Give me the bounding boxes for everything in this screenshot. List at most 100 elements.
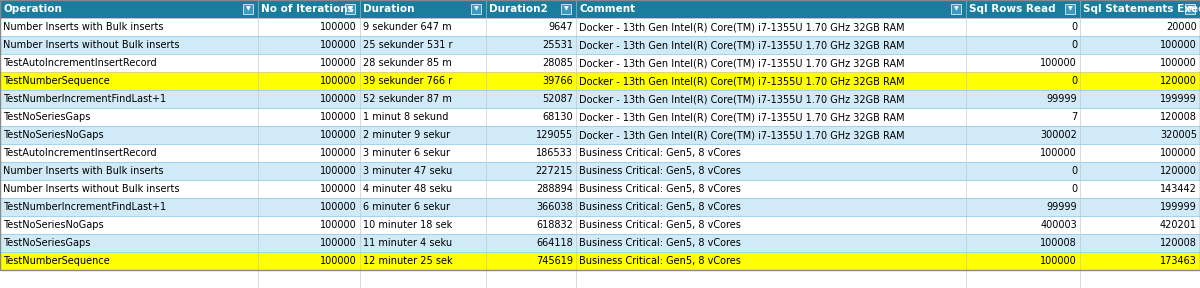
Text: Number Inserts with Bulk inserts: Number Inserts with Bulk inserts [2,22,163,32]
Bar [1186,4,1195,14]
Text: ▼: ▼ [474,7,479,12]
Text: 25 sekunder 531 r: 25 sekunder 531 r [364,40,452,50]
Bar [952,4,961,14]
Text: 129055: 129055 [536,130,574,140]
Text: 0: 0 [1070,22,1078,32]
Text: ▼: ▼ [1188,7,1193,12]
Text: TestNumberIncrementFindLast+1: TestNumberIncrementFindLast+1 [2,202,166,212]
Text: 2 minuter 9 sekur: 2 minuter 9 sekur [364,130,450,140]
Text: 199999: 199999 [1160,202,1198,212]
Text: 100000: 100000 [320,40,358,50]
Text: 400003: 400003 [1040,220,1078,230]
Bar [0,216,1200,234]
Text: 10 minuter 18 sek: 10 minuter 18 sek [364,220,452,230]
Text: 120000: 120000 [1160,166,1198,176]
Text: 9647: 9647 [548,22,574,32]
Text: 0: 0 [1070,184,1078,194]
Text: 199999: 199999 [1160,94,1198,104]
Text: 320005: 320005 [1160,130,1198,140]
Text: 618832: 618832 [536,220,574,230]
Text: 100000: 100000 [1160,40,1198,50]
Bar [0,252,1200,270]
Text: Docker - 13th Gen Intel(R) Core(TM) i7-1355U 1.70 GHz 32GB RAM: Docker - 13th Gen Intel(R) Core(TM) i7-1… [580,76,905,86]
Bar [0,126,1200,144]
Text: TestAutoIncrementInsertRecord: TestAutoIncrementInsertRecord [2,58,157,68]
Text: Number Inserts without Bulk inserts: Number Inserts without Bulk inserts [2,40,180,50]
Text: Number Inserts with Bulk inserts: Number Inserts with Bulk inserts [2,166,163,176]
Text: Number Inserts without Bulk inserts: Number Inserts without Bulk inserts [2,184,180,194]
Bar [0,144,1200,162]
Text: Docker - 13th Gen Intel(R) Core(TM) i7-1355U 1.70 GHz 32GB RAM: Docker - 13th Gen Intel(R) Core(TM) i7-1… [580,94,905,104]
Text: Duration: Duration [364,4,414,14]
Text: 3 minuter 47 seku: 3 minuter 47 seku [364,166,452,176]
Text: 1 minut 8 sekund: 1 minut 8 sekund [364,112,449,122]
Text: Docker - 13th Gen Intel(R) Core(TM) i7-1355U 1.70 GHz 32GB RAM: Docker - 13th Gen Intel(R) Core(TM) i7-1… [580,58,905,68]
Text: 100000: 100000 [320,220,358,230]
Text: Business Critical: Gen5, 8 vCores: Business Critical: Gen5, 8 vCores [580,220,740,230]
Text: 300002: 300002 [1040,130,1078,140]
Text: No of Iterations: No of Iterations [262,4,354,14]
Text: Docker - 13th Gen Intel(R) Core(TM) i7-1355U 1.70 GHz 32GB RAM: Docker - 13th Gen Intel(R) Core(TM) i7-1… [580,40,905,50]
Text: 120008: 120008 [1160,112,1198,122]
Text: ▼: ▼ [954,7,959,12]
Text: 0: 0 [1070,76,1078,86]
Text: 100000: 100000 [1160,148,1198,158]
Bar [0,36,1200,54]
Text: TestNoSeriesGaps: TestNoSeriesGaps [2,238,90,248]
Text: Sql Rows Read: Sql Rows Read [970,4,1056,14]
Text: 100000: 100000 [320,256,358,266]
Text: ▼: ▼ [348,7,353,12]
Text: 100000: 100000 [1160,58,1198,68]
Text: ▼: ▼ [246,7,251,12]
Text: Sql Statements Execute: Sql Statements Execute [1084,4,1200,14]
Bar [0,90,1200,108]
Bar [0,162,1200,180]
Text: 100000: 100000 [320,76,358,86]
Text: 52087: 52087 [542,94,574,104]
Text: 100000: 100000 [320,130,358,140]
Text: 7: 7 [1070,112,1078,122]
Text: 100000: 100000 [1040,58,1078,68]
Text: 99999: 99999 [1046,94,1078,104]
Text: 664118: 664118 [536,238,574,248]
Bar [0,72,1200,90]
Bar [0,198,1200,216]
Text: 745619: 745619 [536,256,574,266]
Bar [346,4,355,14]
Text: TestNumberSequence: TestNumberSequence [2,76,109,86]
Text: 28085: 28085 [542,58,574,68]
Text: 100000: 100000 [320,184,358,194]
Text: 11 minuter 4 seku: 11 minuter 4 seku [364,238,452,248]
Text: 0: 0 [1070,166,1078,176]
Text: Business Critical: Gen5, 8 vCores: Business Critical: Gen5, 8 vCores [580,202,740,212]
Text: 100000: 100000 [1040,148,1078,158]
Text: 366038: 366038 [536,202,574,212]
Text: 143442: 143442 [1160,184,1198,194]
Text: Operation: Operation [2,4,62,14]
Text: TestNumberSequence: TestNumberSequence [2,256,109,266]
Text: Docker - 13th Gen Intel(R) Core(TM) i7-1355U 1.70 GHz 32GB RAM: Docker - 13th Gen Intel(R) Core(TM) i7-1… [580,130,905,140]
Text: 3 minuter 6 sekur: 3 minuter 6 sekur [364,148,450,158]
Text: 100000: 100000 [320,148,358,158]
Text: 288894: 288894 [536,184,574,194]
Text: 100000: 100000 [320,94,358,104]
Text: 0: 0 [1070,40,1078,50]
Text: 4 minuter 48 seku: 4 minuter 48 seku [364,184,452,194]
Text: TestNoSeriesNoGaps: TestNoSeriesNoGaps [2,220,103,230]
Text: 52 sekunder 87 m: 52 sekunder 87 m [364,94,452,104]
Text: 100000: 100000 [320,58,358,68]
Text: TestNoSeriesGaps: TestNoSeriesGaps [2,112,90,122]
Text: 99999: 99999 [1046,202,1078,212]
Bar [0,108,1200,126]
Text: TestNumberIncrementFindLast+1: TestNumberIncrementFindLast+1 [2,94,166,104]
Text: 173463: 173463 [1160,256,1198,266]
Text: Docker - 13th Gen Intel(R) Core(TM) i7-1355U 1.70 GHz 32GB RAM: Docker - 13th Gen Intel(R) Core(TM) i7-1… [580,22,905,32]
Text: 12 minuter 25 sek: 12 minuter 25 sek [364,256,452,266]
Text: ▼: ▼ [564,7,569,12]
Text: 186533: 186533 [536,148,574,158]
Bar [562,4,571,14]
Text: TestNoSeriesNoGaps: TestNoSeriesNoGaps [2,130,103,140]
Text: Docker - 13th Gen Intel(R) Core(TM) i7-1355U 1.70 GHz 32GB RAM: Docker - 13th Gen Intel(R) Core(TM) i7-1… [580,112,905,122]
Text: Comment: Comment [580,4,635,14]
Text: 100000: 100000 [320,238,358,248]
